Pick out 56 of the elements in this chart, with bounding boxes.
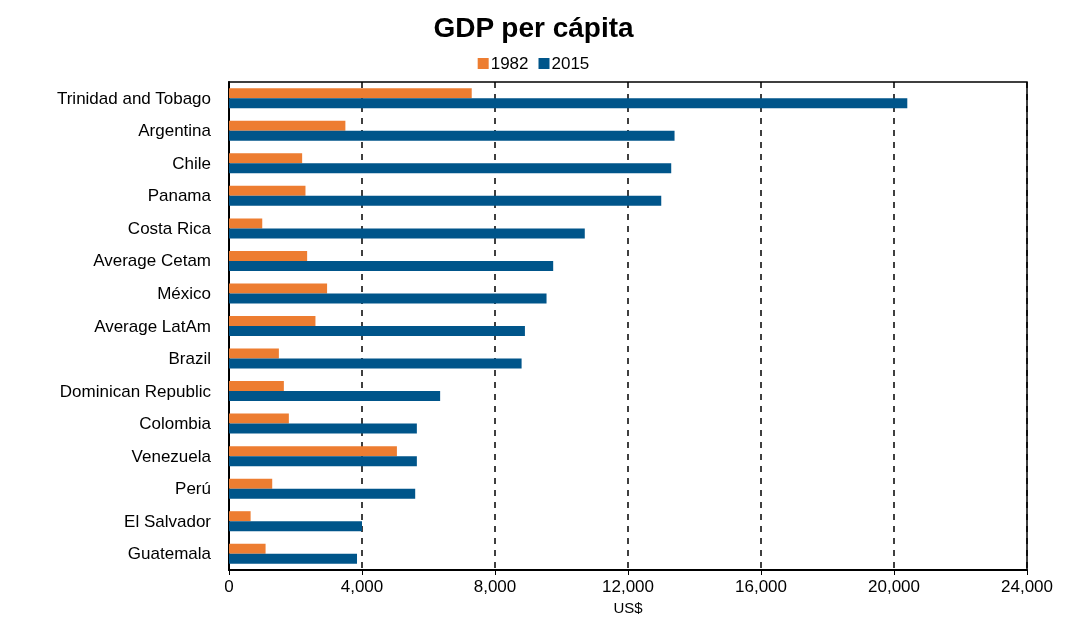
bar [229, 260, 554, 271]
bar [229, 488, 416, 499]
bar [229, 218, 263, 229]
bar [229, 88, 472, 99]
bar [229, 120, 346, 131]
bar [229, 348, 279, 359]
y-tick-label: Average LatAm [94, 316, 211, 336]
bar [229, 413, 289, 424]
y-tick-label: Venezuela [131, 446, 212, 466]
bar [229, 130, 675, 141]
y-tick-label: Panama [147, 186, 212, 206]
y-tick-label: Argentina [138, 121, 212, 141]
y-tick-label: Dominican Republic [59, 381, 212, 401]
bar [229, 543, 266, 554]
bar [229, 478, 273, 489]
y-tick-label: Guatemala [127, 544, 212, 564]
x-axis-title: US$ [613, 599, 644, 616]
bar [229, 163, 672, 174]
bar [229, 446, 397, 457]
bar [229, 98, 908, 109]
y-tick-label: Brazil [168, 349, 211, 369]
x-tick-label: 4,000 [340, 577, 384, 596]
y-tick-label: Chile [172, 153, 211, 173]
x-tick-label: 16,000 [735, 577, 787, 596]
x-tick-label: 8,000 [473, 577, 517, 596]
bar [229, 511, 251, 522]
x-tick-label: 12,000 [602, 577, 654, 596]
bar [229, 381, 284, 392]
bar [229, 228, 585, 239]
y-tick-label: Perú [175, 479, 211, 499]
bar [229, 391, 441, 402]
y-tick-label: Trinidad and Tobago [56, 88, 211, 108]
bar [229, 185, 306, 196]
y-tick-label: Average Cetam [93, 251, 211, 271]
bar [229, 456, 417, 467]
legend-label: 2015 [551, 54, 590, 73]
bar [229, 153, 303, 164]
y-tick-label: Colombia [139, 414, 212, 434]
legend-label: 1982 [490, 54, 529, 73]
bar [229, 283, 328, 294]
chart-title: GDP per cápita [433, 11, 635, 43]
x-tick-label: 20,000 [868, 577, 920, 596]
y-tick-label: El Salvador [124, 511, 212, 531]
bar [229, 250, 308, 261]
bar [229, 358, 522, 369]
bar [229, 293, 547, 304]
bar [229, 195, 662, 206]
bar [229, 316, 316, 326]
y-tick-label: México [157, 283, 211, 303]
y-tick-label: Costa Rica [127, 218, 212, 238]
bar [229, 521, 362, 532]
bar [229, 326, 525, 336]
bar [229, 423, 417, 434]
x-tick-label: 24,000 [1001, 577, 1053, 596]
x-tick-label: 0 [224, 577, 234, 596]
bar [229, 553, 358, 564]
